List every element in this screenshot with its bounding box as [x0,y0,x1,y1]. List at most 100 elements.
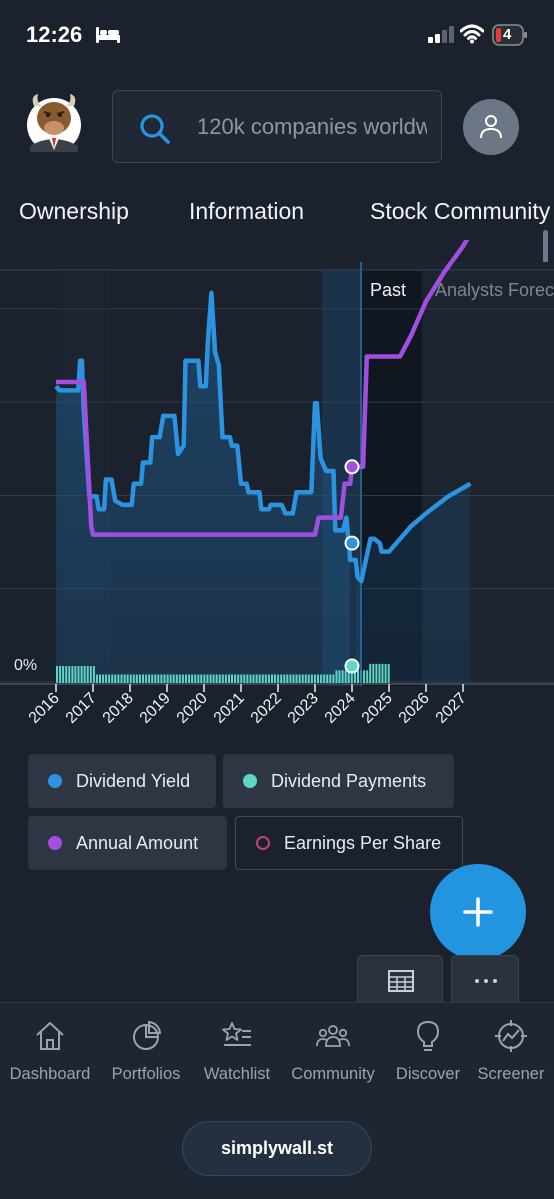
dividend-payment-bar [283,674,286,683]
table-view-button[interactable] [357,955,443,1003]
dividend-payment-bar [366,670,369,683]
dividend-payment-bar [295,674,298,683]
tab-information[interactable]: Information [189,198,305,224]
nav-screener[interactable]: Screener [463,1017,554,1097]
tab-stock-community[interactable]: Stock Community [370,198,551,224]
dividend-payment-bar [111,674,114,683]
dividend-payment-bar [185,674,187,683]
add-button[interactable] [430,864,526,960]
value-marker[interactable] [344,535,360,551]
dividend-yield-line [54,290,472,584]
value-marker[interactable] [344,459,360,475]
dividend-payment-bar [83,666,86,683]
dividend-payment-bar [197,674,200,683]
dividend-payment-bar [105,674,108,683]
x-tick-label: 2022 [248,690,285,727]
nav-watchlist[interactable]: Watchlist [189,1017,285,1097]
target-chart-icon [495,1020,527,1052]
bull-mascot-logo[interactable] [26,92,82,154]
more-options-button[interactable] [451,955,519,1003]
dividend-payment-bar [95,674,98,683]
legend-dividend-yield[interactable]: Dividend Yield [28,754,216,808]
dividend-payment-bar [323,674,326,683]
simplywallst-link[interactable]: simplywall.st [182,1121,372,1176]
dividend-payment-bar [246,674,249,683]
signal-icon [428,26,454,43]
dividend-payment-bar [264,674,267,683]
zero-percent-label: 0% [14,657,37,674]
dividend-payment-bar [363,670,366,683]
bed-icon [96,27,120,43]
annual-amount-line [56,240,470,537]
nav-portfolios[interactable]: Portfolios [98,1017,194,1097]
dividend-payment-bar [120,674,123,683]
tab-ownership[interactable]: Ownership [19,198,129,224]
dividend-payment-bar [307,674,310,683]
dividend-yield-forecast-area [355,483,471,683]
dividend-payment-bar [102,674,105,683]
dividend-payment-bar [123,674,126,683]
dividend-payment-bar [224,674,227,683]
battery-level: 4 [503,26,512,43]
nav-dashboard[interactable]: Dashboard [2,1017,98,1097]
dividend-payment-bar [86,666,89,683]
search-input[interactable] [197,109,427,145]
dividend-payment-bar [188,674,191,683]
legend-dot-icon [48,836,62,850]
dividend-payment-bar [286,674,289,683]
dividend-payment-bar [243,674,246,683]
dividend-payment-bar [292,674,295,683]
legend-ring-icon [256,836,270,850]
plus-icon [463,897,493,927]
nav-label: Portfolios [111,1065,181,1083]
dividend-payment-bar [145,674,148,683]
legend-annual-amount[interactable]: Annual Amount [28,816,227,870]
dividend-payment-bar [280,674,283,683]
dividend-payment-bar [234,674,237,683]
dividend-payment-bar [301,674,304,683]
dividend-payment-bar [178,674,181,683]
dividend-payment-bar [317,674,319,683]
chart-canvas: 0% Past Analysts Forecasts 2016201720182… [0,240,554,727]
search-icon [140,114,170,144]
star-list-icon [222,1022,251,1046]
dividend-payment-bar [191,674,194,683]
dividend-payment-bar [206,674,209,683]
dividend-payment-bar [56,666,58,683]
battery-icon: 4 [492,24,528,46]
dividend-payment-bar [194,674,197,683]
legend-dividend-payments[interactable]: Dividend Payments [223,754,454,808]
dividend-payment-bar [77,666,80,683]
dividend-payment-bar [255,674,258,683]
dividend-payment-bar [126,674,129,683]
scrollbar[interactable] [543,230,548,286]
dividend-payment-bar [65,666,68,683]
dividend-payments-bars [56,663,390,683]
dividend-chart[interactable]: 0% Past Analysts Forecasts 2016201720182… [0,240,554,750]
x-tick-label: 2017 [63,690,100,727]
search-bar[interactable] [112,90,442,163]
forecast-label[interactable]: Analysts Forecasts [435,280,554,300]
x-tick-label: 2027 [433,690,470,727]
dividend-payment-bar [148,674,151,683]
pie-chart-icon [133,1020,162,1050]
nav-discover[interactable]: Discover [380,1017,476,1097]
dividend-payment-bar [375,663,378,683]
legend-earnings-per-share[interactable]: Earnings Per Share [235,816,463,870]
dividend-payment-bar [138,674,141,683]
dividend-payment-bar [338,670,341,683]
dividend-payment-bar [163,674,166,683]
x-tick-label: 2019 [137,690,174,727]
value-marker[interactable] [344,658,360,674]
dividend-payment-bar [215,674,218,683]
past-label[interactable]: Past [370,280,406,300]
profile-button[interactable] [463,99,519,155]
status-bar: 12:26 4 [0,0,554,70]
dividend-payment-bar [249,674,252,683]
dividend-payment-bar [326,674,329,683]
legend-dot-icon [48,774,62,788]
dividend-payment-bar [221,674,224,683]
dividend-payment-bar [289,674,292,683]
x-tick-label: 2023 [285,690,322,727]
nav-community[interactable]: Community [285,1017,381,1097]
